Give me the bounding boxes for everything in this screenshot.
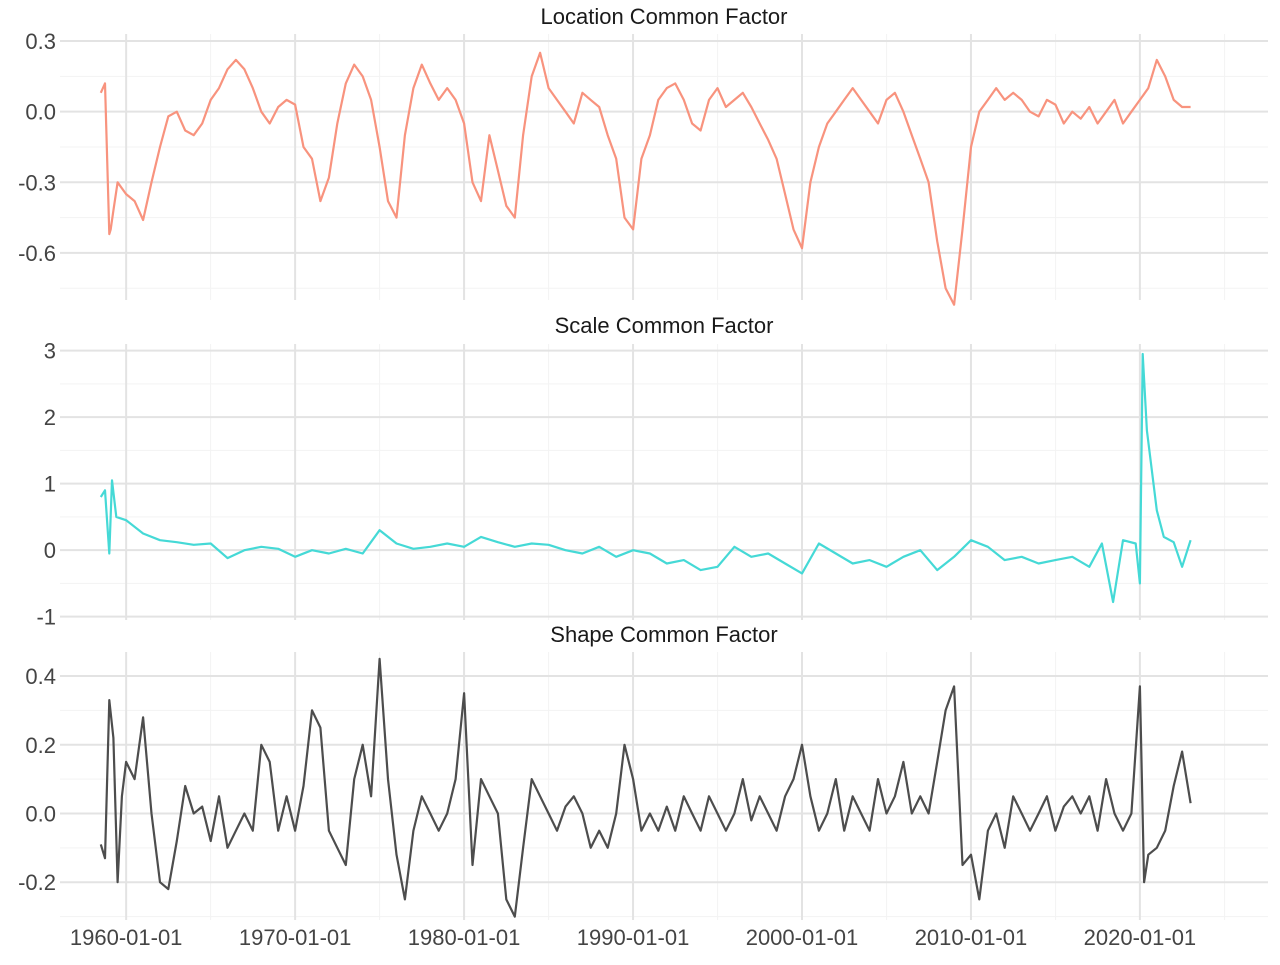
y-tick-label: 1 xyxy=(44,472,56,497)
y-tick-label: -1 xyxy=(36,605,56,630)
x-tick-label: 1990-01-01 xyxy=(577,925,690,950)
panel-title: Scale Common Factor xyxy=(555,313,774,338)
y-tick-label: 0.4 xyxy=(25,664,56,689)
x-tick-label: 1970-01-01 xyxy=(239,925,352,950)
series-line xyxy=(99,657,1192,918)
y-tick-label: 0.0 xyxy=(25,801,56,826)
panel-title: Shape Common Factor xyxy=(550,622,777,647)
panel-2: 3 2 1 0 -1 Scale Common Factor xyxy=(36,313,1268,630)
x-tick-label: 1960-01-01 xyxy=(70,925,183,950)
series-line xyxy=(99,352,1192,604)
x-tick-label: 1980-01-01 xyxy=(408,925,521,950)
panel-title: Location Common Factor xyxy=(541,4,788,29)
y-tick-label: 0 xyxy=(44,538,56,563)
x-tick-label: 2000-01-01 xyxy=(746,925,859,950)
y-tick-label: 0.2 xyxy=(25,733,56,758)
x-tick-label: 2010-01-01 xyxy=(915,925,1028,950)
series-line xyxy=(99,51,1191,306)
y-tick-label: -0.6 xyxy=(18,241,56,266)
y-tick-label: -0.3 xyxy=(18,170,56,195)
panel-3: 0.4 0.2 0.0 -0.2 Shape Common Factor xyxy=(18,622,1268,920)
panel-1: 0.3 0.0 -0.3 -0.6 Location Common Factor xyxy=(18,4,1268,306)
y-tick-label: 2 xyxy=(44,405,56,430)
x-tick-label: 2020-01-01 xyxy=(1084,925,1197,950)
y-tick-label: 0.0 xyxy=(25,100,56,125)
y-tick-label: 0.3 xyxy=(25,29,56,54)
y-tick-label: -0.2 xyxy=(18,870,56,895)
y-tick-label: 3 xyxy=(44,339,56,364)
